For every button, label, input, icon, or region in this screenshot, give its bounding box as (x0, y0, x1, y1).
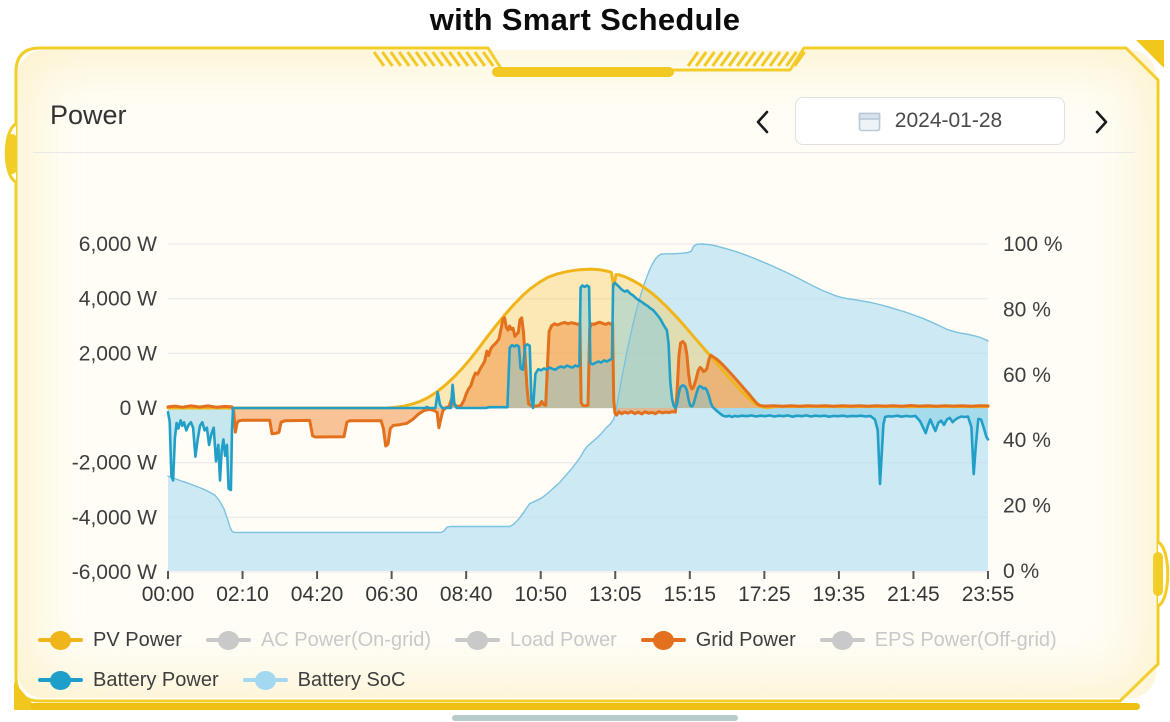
legend-label: AC Power(On-grid) (260, 628, 431, 651)
frame-hatch-left (372, 51, 495, 67)
y-axis-left-label: -2,000 W (72, 452, 157, 475)
legend-marker (454, 630, 500, 650)
chart-legend: PV Power AC Power(On-grid) Load Power Grid … (38, 620, 1142, 700)
legend-item-battery-power[interactable]: Battery Power (38, 669, 219, 692)
x-axis-label: 13:05 (589, 583, 642, 606)
x-axis-label: 21:45 (887, 583, 940, 606)
legend-item-grid-power[interactable]: Grid Power (640, 628, 796, 652)
legend-item-load-power[interactable]: Load Power (454, 628, 617, 652)
x-axis-label: 17:25 (738, 583, 791, 606)
legend-label: Load Power (509, 628, 617, 651)
frame-bottom-bar (30, 703, 1140, 710)
x-axis-label: 10:50 (514, 583, 567, 606)
x-axis-label: 04:20 (291, 583, 344, 606)
header-divider (33, 152, 1135, 153)
frame-right-pill (1153, 552, 1163, 596)
y-axis-left-label: 2,000 W (79, 342, 157, 365)
x-axis-label: 06:30 (365, 583, 418, 606)
frame-center-bar (492, 67, 674, 77)
y-axis-left-label: 6,000 W (79, 233, 157, 256)
legend-item-ac-power-on-grid-[interactable]: AC Power(On-grid) (205, 628, 431, 652)
x-axis-label: 23:55 (962, 583, 1015, 606)
panel-title: Power (50, 100, 127, 130)
frame-corner-triangle-bottom-left (14, 682, 38, 710)
legend-label: PV Power (93, 628, 182, 651)
legend-marker (819, 630, 865, 650)
calendar-icon (858, 112, 881, 131)
y-axis-right-label: 0 % (1003, 560, 1039, 583)
footer-pill (452, 715, 738, 721)
legend-marker (640, 630, 686, 650)
page-title: with Smart Schedule (429, 2, 741, 37)
y-axis-right-label: 80 % (1003, 298, 1051, 321)
series-area-battery-power (168, 282, 988, 490)
legend-item-battery-soc[interactable]: Battery SoC (242, 668, 406, 692)
series-area-battery-soc (168, 244, 988, 571)
legend-row: PV Power AC Power(On-grid) Load Power Grid … (38, 620, 1142, 660)
legend-row: Battery Power Battery SoC (38, 660, 1142, 700)
series-line-battery-power (166, 281, 990, 492)
legend-marker (38, 630, 83, 650)
frame-left-pill (7, 134, 17, 174)
legend-item-eps-power-off-grid-[interactable]: EPS Power(Off-grid) (819, 628, 1057, 652)
y-axis-right-label: 20 % (1003, 495, 1051, 518)
legend-label: EPS Power(Off-grid) (874, 628, 1057, 651)
chevron-right-icon (1095, 110, 1108, 134)
y-axis-left-label: 4,000 W (79, 288, 157, 311)
y-axis-right-label: 60 % (1003, 364, 1051, 387)
legend-marker (242, 670, 288, 690)
legend-label: Battery SoC (297, 668, 406, 691)
y-axis-left-label: -6,000 W (72, 561, 157, 584)
series-line-battery-soc (167, 243, 989, 534)
date-picker[interactable]: 2024-01-28 (795, 97, 1065, 145)
legend-label: Battery Power (93, 668, 219, 691)
legend-marker (205, 630, 251, 650)
next-date-button[interactable] (1085, 104, 1119, 140)
series-area-grid-power (168, 317, 988, 446)
chevron-left-icon (756, 110, 769, 134)
frame-hatch-right (686, 51, 806, 67)
x-axis-label: 00:00 (142, 583, 195, 606)
legend-label: Grid Power (695, 628, 796, 651)
date-value: 2024-01-28 (894, 109, 1003, 132)
y-axis-right-label: 100 % (1003, 233, 1063, 256)
y-axis-right-label: 40 % (1003, 429, 1051, 452)
prev-date-button[interactable] (745, 104, 779, 140)
x-axis-label: 02:10 (216, 583, 269, 606)
x-axis-label: 08:40 (440, 583, 493, 606)
y-axis-left-label: -4,000 W (72, 506, 157, 529)
x-axis-label: 15:15 (664, 583, 717, 606)
x-axis-label: 19:35 (813, 583, 866, 606)
legend-item-pv-power[interactable]: PV Power (38, 629, 182, 652)
legend-marker (38, 670, 83, 690)
frame-corner-triangle-top-right (1136, 40, 1164, 68)
series-line-grid-power (166, 316, 990, 448)
y-axis-left-label: 0 W (120, 397, 158, 420)
